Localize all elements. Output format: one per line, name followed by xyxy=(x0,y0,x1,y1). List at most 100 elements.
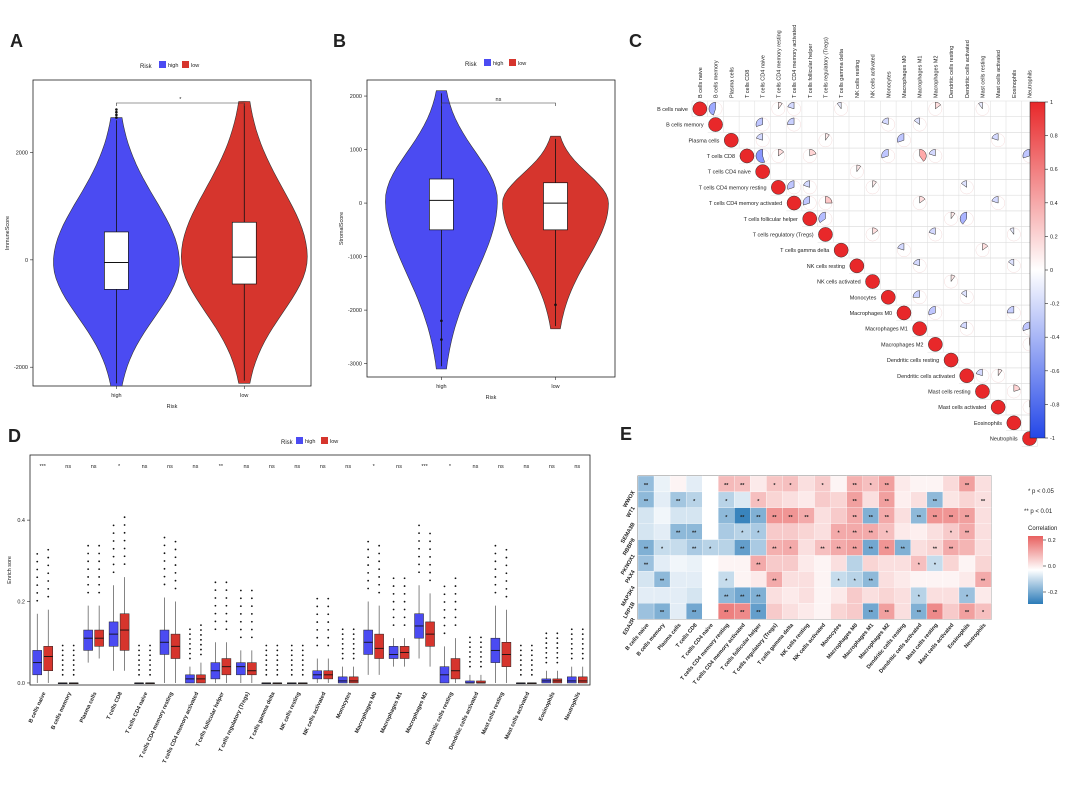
outlier-point xyxy=(239,613,242,615)
significance-star: ** xyxy=(933,515,938,521)
correlation-pie xyxy=(935,101,942,110)
correlation-pie xyxy=(912,290,920,298)
correlation-pie xyxy=(778,101,783,110)
significance-star: ** xyxy=(933,610,938,616)
correlation-pie xyxy=(803,180,810,188)
row-label: T cells follicular helper xyxy=(744,217,798,223)
panel-c-correlation-matrix: B cells naive B cells memory Plasma cells T… xyxy=(657,25,1059,447)
correlation-pie xyxy=(755,117,763,127)
outlier-point xyxy=(72,664,75,666)
significance-star: ** xyxy=(836,547,841,553)
outlier-point xyxy=(443,616,446,619)
outlier-point xyxy=(392,577,395,580)
correlation-colorbar xyxy=(1028,536,1043,604)
box-low xyxy=(348,676,359,684)
outlier-point xyxy=(352,628,355,631)
box-high xyxy=(429,178,454,231)
heatmap-cell xyxy=(702,491,719,508)
outlier-point xyxy=(174,564,177,566)
outlier-point xyxy=(265,673,268,676)
column-label: T cells gamma delta xyxy=(839,48,845,98)
x-tick-label: B cells memory xyxy=(50,690,73,730)
significance-star: * xyxy=(725,499,728,505)
significance-star: ** xyxy=(885,483,890,489)
outlier-point xyxy=(115,110,118,114)
significance-label: ns xyxy=(193,464,199,470)
x-tick-label: T cells CD4 naive xyxy=(125,691,150,735)
heatmap-cell xyxy=(974,587,992,604)
box-low xyxy=(374,633,384,659)
heatmap-cell xyxy=(878,587,895,604)
diagonal-circle xyxy=(786,195,802,211)
significance-star: ** xyxy=(676,531,681,537)
outlier-point xyxy=(469,646,471,649)
significance-star: ** xyxy=(756,562,761,568)
outlier-point xyxy=(316,636,319,639)
heatmap-cell xyxy=(718,555,735,572)
outlier-point xyxy=(301,649,304,652)
heatmap-cell xyxy=(846,587,863,604)
heatmap-cell xyxy=(653,555,671,572)
outlier-point xyxy=(403,585,406,587)
outlier-point xyxy=(581,642,584,645)
outlier-point xyxy=(112,540,115,542)
outlier-point xyxy=(47,556,50,559)
heatmap-cell xyxy=(637,523,655,540)
outlier-point xyxy=(265,649,268,652)
significance-star: ** xyxy=(917,610,922,616)
outlier-point xyxy=(98,568,101,571)
column-label: T cells CD8 xyxy=(745,70,751,98)
outlier-point xyxy=(250,636,253,639)
outlier-point xyxy=(138,654,140,657)
correlation-pie xyxy=(897,243,905,251)
correlation-pie xyxy=(818,211,826,224)
outlier-point xyxy=(530,664,533,666)
legend-title: Correlation xyxy=(1028,526,1057,532)
outlier-point xyxy=(581,628,584,631)
x-axis-label: Risk xyxy=(167,404,178,410)
significance-star: ** xyxy=(965,483,970,489)
outlier-point xyxy=(123,531,126,534)
outlier-point xyxy=(214,581,217,584)
x-tick-label: low xyxy=(240,393,248,399)
significance-label: ns xyxy=(243,464,249,470)
heatmap-cell xyxy=(830,587,847,604)
outlier-point xyxy=(301,669,304,671)
outlier-point xyxy=(469,665,471,668)
heatmap-cell xyxy=(669,603,687,620)
row-label: Macrophages M2 xyxy=(881,342,924,348)
outlier-point xyxy=(265,659,268,662)
correlation-pie xyxy=(928,149,936,157)
outlier-point xyxy=(138,659,140,662)
heatmap-cell xyxy=(926,571,944,588)
significance-star: ** xyxy=(644,547,649,553)
diagonal-circle xyxy=(943,352,959,368)
significance-star: ** xyxy=(740,594,745,600)
outlier-point xyxy=(570,638,573,640)
correlation-pie xyxy=(1022,149,1030,159)
heatmap-cell xyxy=(958,555,976,572)
outlier-point xyxy=(581,652,584,655)
colorbar-tick-label: -0.6 xyxy=(1050,369,1059,375)
outlier-point xyxy=(316,613,319,616)
colorbar-tick-label: -1 xyxy=(1050,436,1055,442)
correlation-pie xyxy=(991,133,999,141)
row-label: Dendritic cells activated xyxy=(897,374,955,380)
outlier-point xyxy=(469,636,471,639)
heatmap-cell xyxy=(669,587,687,604)
outlier-point xyxy=(530,669,533,671)
colorbar-tick-label: 0.2 xyxy=(1050,234,1058,240)
outlier-point xyxy=(200,653,202,656)
y-tick-label: -2000 xyxy=(14,365,28,371)
x-tick-label: Macrophages M2 xyxy=(405,691,429,734)
outlier-point xyxy=(276,649,279,652)
heatmap-cell xyxy=(702,555,719,572)
outlier-point xyxy=(265,664,268,666)
outlier-point xyxy=(47,564,50,567)
significance-label: *** xyxy=(421,464,428,470)
outlier-point xyxy=(418,555,420,558)
heatmap-cell xyxy=(894,555,911,572)
outlier-point xyxy=(327,636,330,639)
outlier-point xyxy=(530,673,533,676)
outlier-point xyxy=(327,613,330,616)
